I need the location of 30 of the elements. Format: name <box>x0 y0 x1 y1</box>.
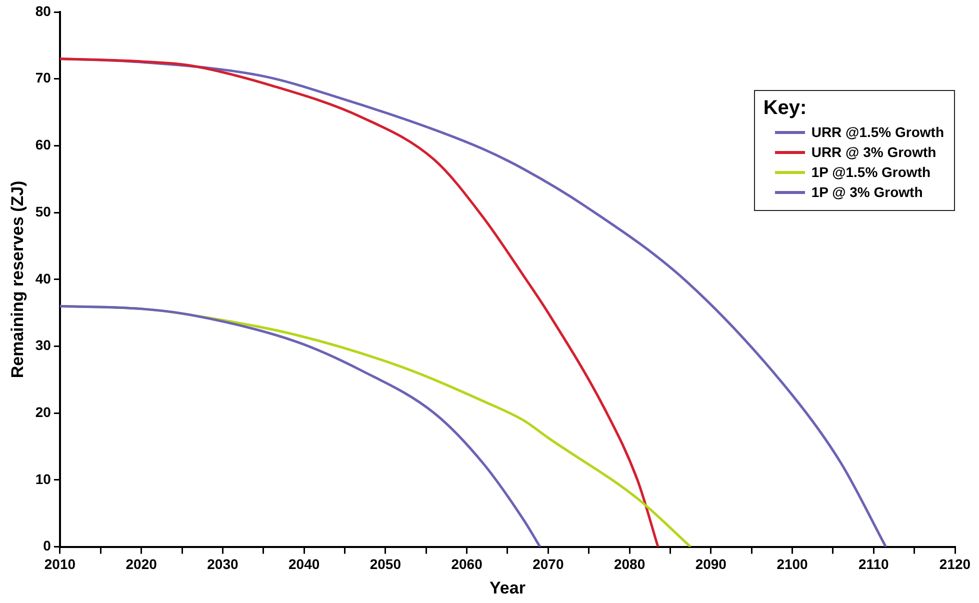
x-tick-label: 2080 <box>614 556 646 572</box>
y-tick-label: 50 <box>35 203 52 220</box>
y-tick-label: 60 <box>35 136 52 153</box>
y-tick-label: 10 <box>35 470 52 487</box>
legend-title: Key: <box>763 97 808 120</box>
y-axis-title: Remaining reserves (ZJ) <box>8 180 27 378</box>
y-tick-label: 30 <box>35 337 52 354</box>
legend-label: URR @1.5% Growth <box>811 123 944 142</box>
line-series <box>60 58 660 547</box>
x-tick-label: 2070 <box>532 556 564 572</box>
y-tick-label: 70 <box>35 70 52 86</box>
x-tick-label: 2120 <box>939 556 971 572</box>
x-tick-label: 2110 <box>858 556 890 572</box>
x-tick-label: 2040 <box>288 556 320 572</box>
y-tick-label: 0 <box>43 538 52 554</box>
x-tick-label: 2090 <box>695 556 727 572</box>
legend-label: URR @ 3% Growth <box>811 143 936 162</box>
y-tick-label: 20 <box>35 404 52 420</box>
legend-label: 1P @1.5% Growth <box>811 163 931 182</box>
x-tick-label: 2010 <box>44 556 76 572</box>
y-tick-label: 80 <box>35 2 52 19</box>
x-tick-label: 2100 <box>776 556 808 572</box>
x-axis-title: Year <box>490 578 526 598</box>
x-tick-label: 2020 <box>126 556 158 572</box>
x-tick-label: 2060 <box>451 556 483 572</box>
legend-label: 1P @ 3% Growth <box>811 183 923 202</box>
x-tick-label: 2030 <box>207 556 238 572</box>
line-series <box>60 304 542 547</box>
y-tick-label: 40 <box>35 270 52 286</box>
x-tick-label: 2050 <box>370 556 402 572</box>
